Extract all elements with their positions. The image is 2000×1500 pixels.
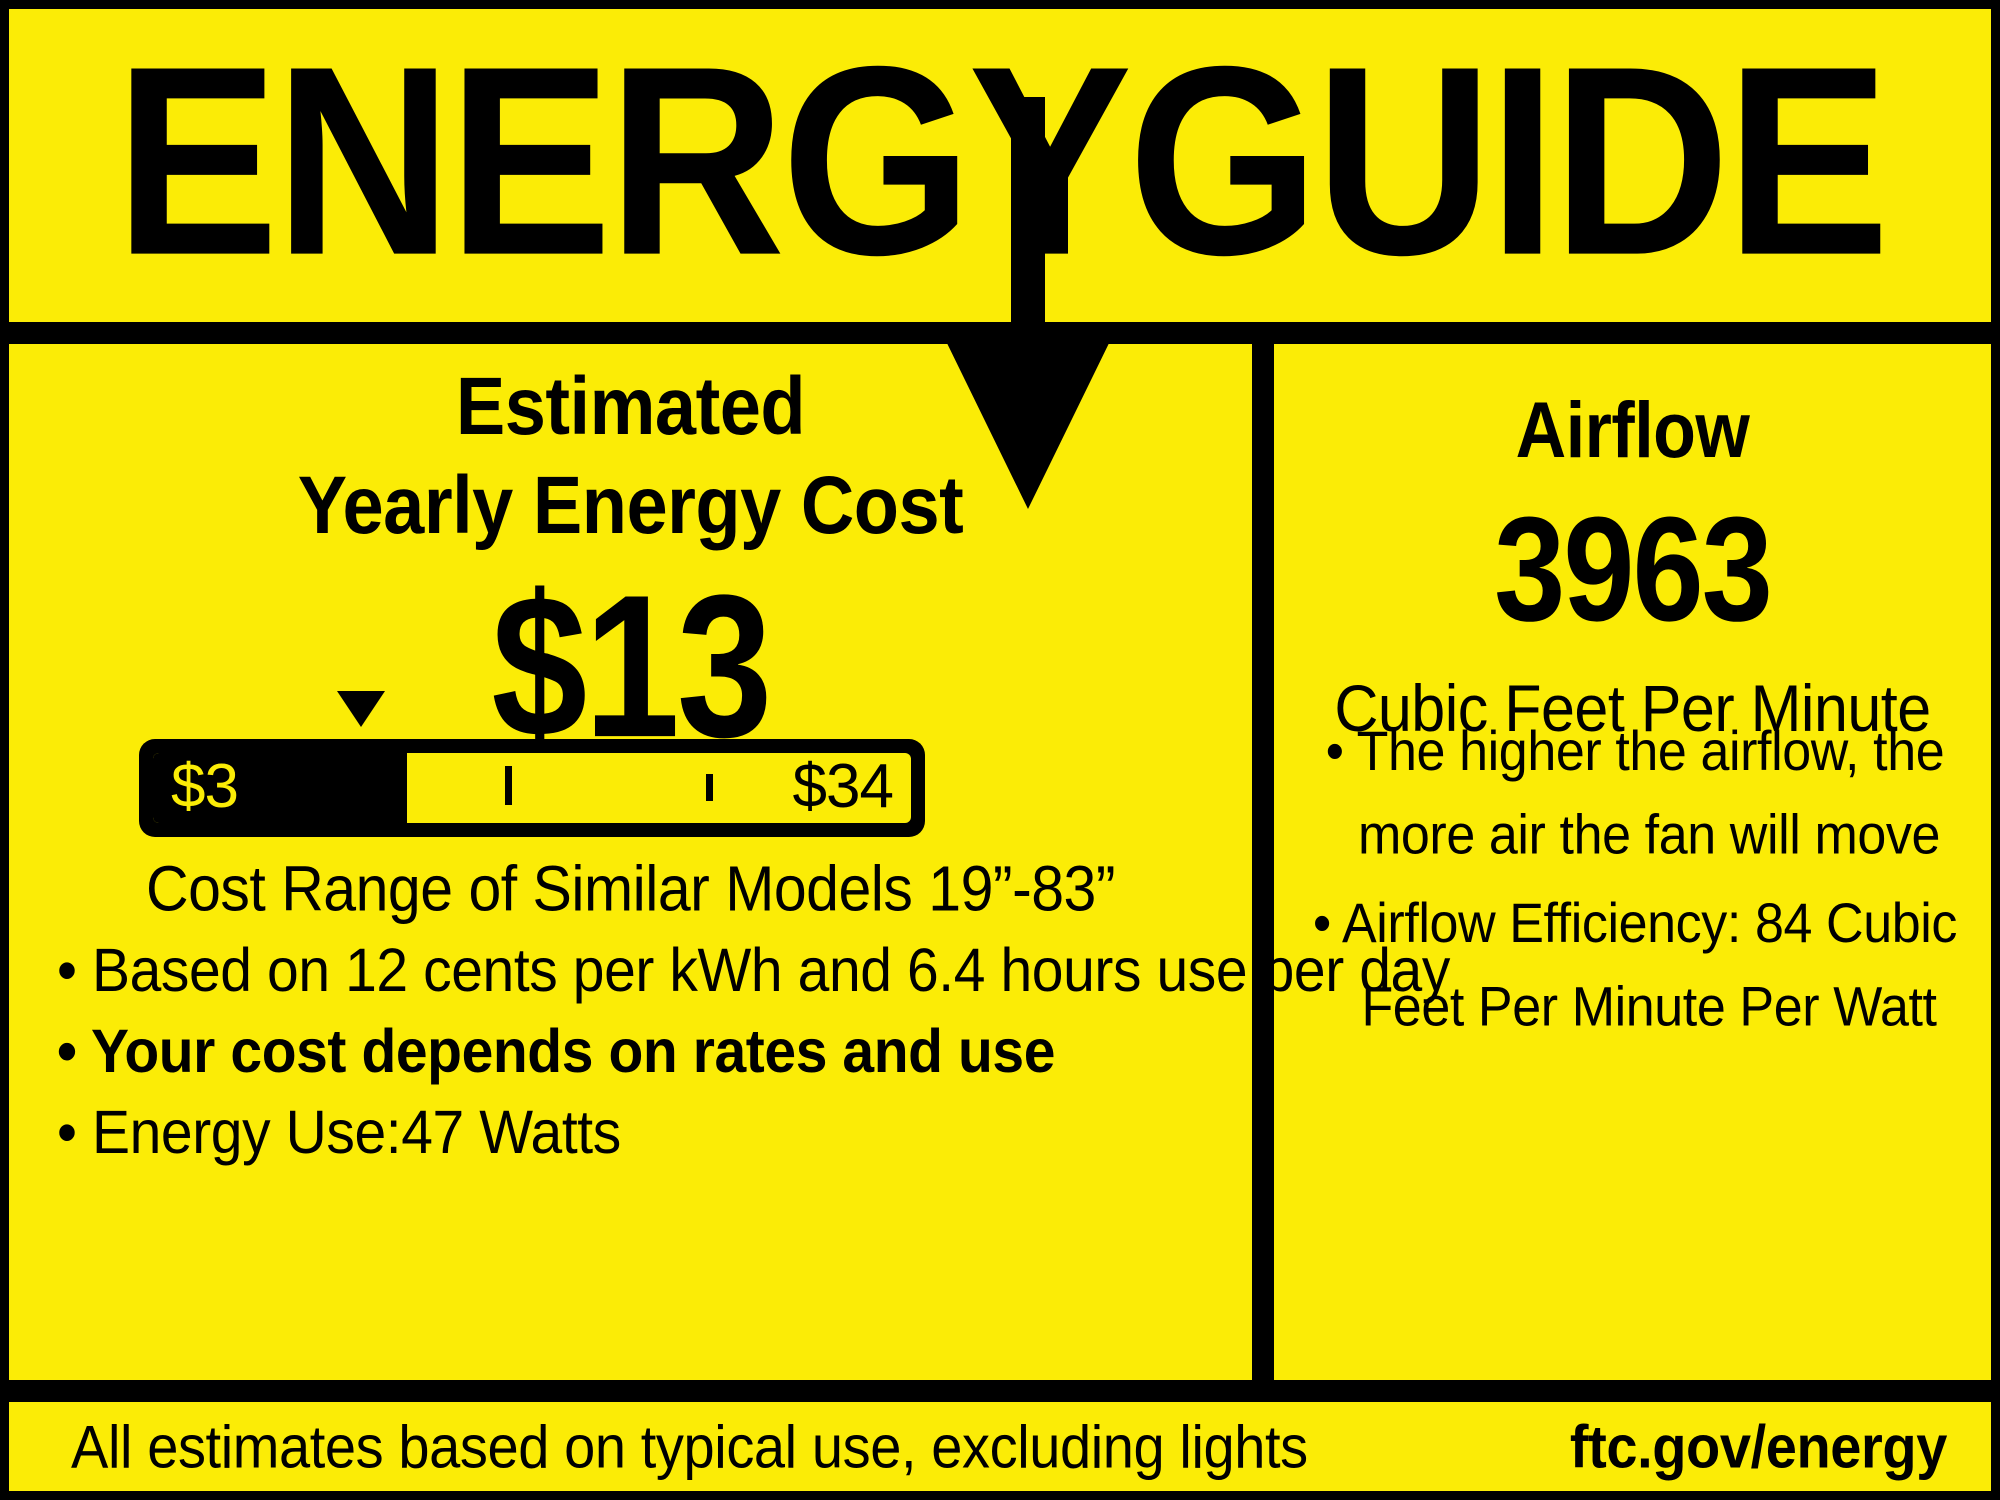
label-footer: All estimates based on typical use, excl… xyxy=(9,1402,1991,1491)
airflow-bullet-list: • The higher the airflow, the more air t… xyxy=(1302,710,1968,1039)
estimated-cost-heading-line2: Yearly Energy Cost xyxy=(297,459,964,552)
list-item: • Airflow Efficiency: 84 Cubic Feet Per … xyxy=(1313,892,1957,1039)
cost-range-min-label: $3 xyxy=(171,753,239,821)
airflow-value: 3963 xyxy=(1494,486,1773,653)
estimated-cost-heading: Estimated Yearly Energy Cost xyxy=(9,344,1252,556)
cost-range-bar: $3 $34 xyxy=(139,739,925,837)
estimated-cost-heading-line1: Estimated xyxy=(455,360,806,452)
cost-range-track: $3 $34 xyxy=(153,753,911,823)
cost-range-tick-minor xyxy=(706,774,714,801)
down-triangle-pointer-icon xyxy=(337,691,385,727)
airflow-panel: Airflow 3963 Cubic Feet Per Minute • The… xyxy=(1274,344,1991,1380)
list-item: • Your cost depends on rates and use xyxy=(57,1017,1056,1086)
footer-url: ftc.gov/energy xyxy=(1569,1412,1948,1481)
list-item: • The higher the airflow, the more air t… xyxy=(1325,720,1945,867)
airflow-units: Cubic Feet Per Minute xyxy=(1334,671,1931,746)
cost-range-tick-major xyxy=(505,765,513,805)
cost-range-caption: Cost Range of Similar Models 19”-83” xyxy=(145,853,1116,925)
cost-panel: Estimated Yearly Energy Cost $13 $3 $34 … xyxy=(9,344,1450,1380)
cost-range-max-label: $34 xyxy=(792,753,894,821)
airflow-heading: Airflow xyxy=(1515,386,1750,474)
list-item: • Based on 12 cents per kWh and 6.4 hour… xyxy=(57,936,1450,1006)
footer-note: All estimates based on typical use, excl… xyxy=(71,1412,1308,1481)
list-item: • Energy Use:47 Watts xyxy=(57,1098,621,1167)
cost-bullet-list: • Based on 12 cents per kWh and 6.4 hour… xyxy=(57,928,1450,1171)
footer-divider xyxy=(9,1380,1991,1402)
label-header: ENERGYGUIDE xyxy=(9,9,1991,322)
panel-divider xyxy=(1252,344,1274,1380)
header-divider xyxy=(9,322,1991,344)
estimated-cost-value: $13 xyxy=(491,552,773,780)
page-title: ENERGYGUIDE xyxy=(114,11,1890,312)
cost-range-fill xyxy=(153,753,407,823)
